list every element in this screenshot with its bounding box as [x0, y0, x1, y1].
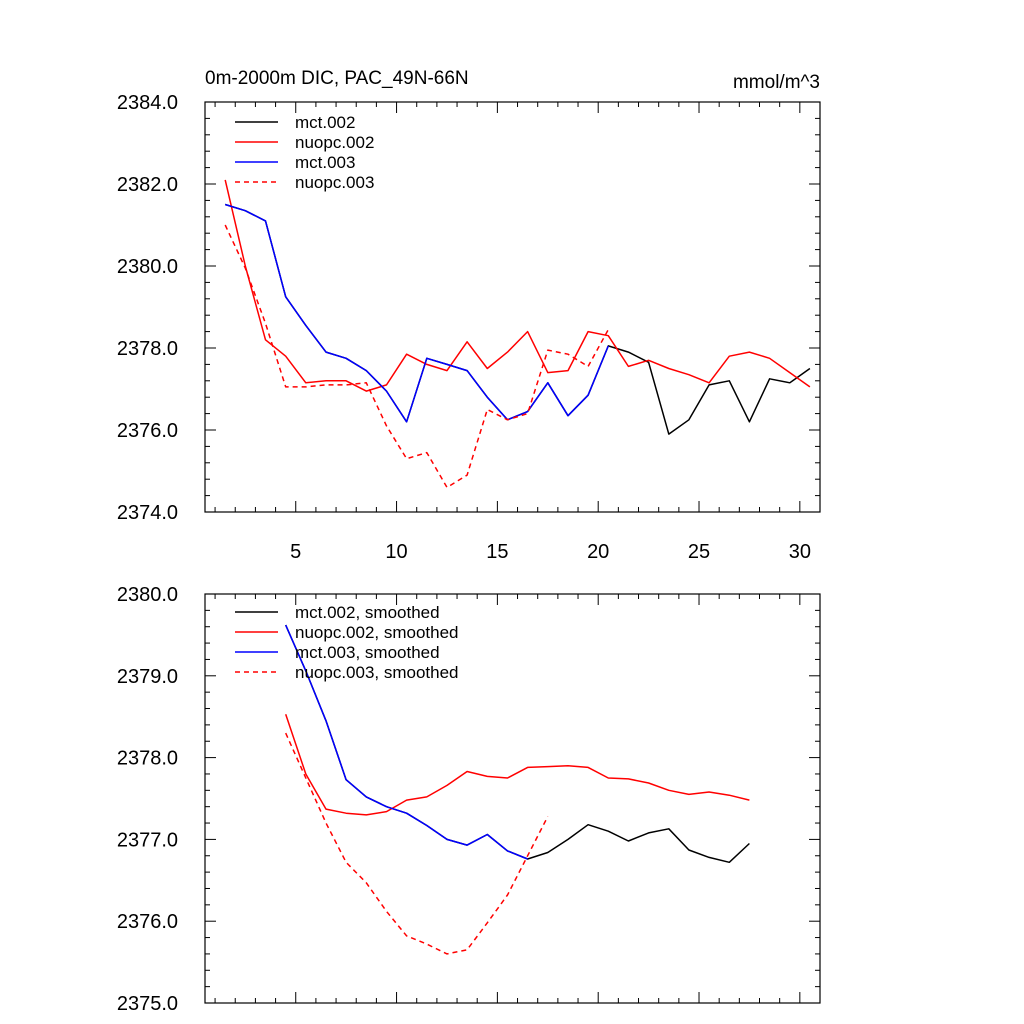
- series-line-mct-002: [224, 203, 811, 435]
- y-tick-label: 2380.0: [117, 584, 178, 606]
- bottom-panel: 2375.0 2376.0 2377.0 2378.0 2379.0 2380.0 mct.…: [117, 584, 821, 1015]
- legend-label: mct.003: [295, 153, 355, 172]
- series-line-nuopc-002: [224, 179, 811, 392]
- x-tick-label: 25: [688, 541, 710, 563]
- plot-frame: [204, 101, 821, 513]
- y-tick-label: 2384.0: [117, 92, 178, 114]
- series-line-nuopc-003-smoothed: [285, 732, 549, 955]
- legend-label: nuopc.002, smoothed: [295, 623, 459, 642]
- plot-frame: [204, 593, 821, 1004]
- units-label: mmol/m^3: [733, 72, 820, 93]
- x-tick-label: 30: [789, 541, 811, 563]
- y-tick-label: 2382.0: [117, 174, 178, 196]
- series-line-nuopc-002-smoothed: [284, 713, 750, 816]
- x-tick-label: 15: [486, 541, 508, 563]
- chart-title: 0m-2000m DIC, PAC_49N-66N: [205, 68, 469, 89]
- x-tick-label: 5: [290, 541, 301, 563]
- y-tick-label: 2375.0: [117, 993, 178, 1015]
- y-tick-label: 2376.0: [117, 911, 178, 933]
- series-line-nuopc-003: [224, 224, 609, 489]
- series-line-mct-003-smoothed: [285, 624, 528, 860]
- y-tick-label: 2378.0: [117, 748, 178, 770]
- x-tick-label: 20: [587, 541, 609, 563]
- legend-label: nuopc.003, smoothed: [295, 663, 459, 682]
- legend-label: nuopc.002: [295, 133, 374, 152]
- legend-label: mct.003, smoothed: [295, 643, 440, 662]
- y-tick-label: 2377.0: [117, 829, 178, 851]
- legend-label: mct.002, smoothed: [295, 603, 440, 622]
- y-tick-label: 2374.0: [117, 502, 178, 524]
- legend-label: mct.002: [295, 113, 355, 132]
- y-tick-label: 2376.0: [117, 420, 178, 442]
- y-tick-label: 2380.0: [117, 256, 178, 278]
- y-tick-label: 2379.0: [117, 666, 178, 688]
- top-panel: 2374.0 2376.0 2378.0 2380.0 2382.0 2384.0 5 10 1…: [117, 92, 821, 563]
- y-tick-label: 2378.0: [117, 338, 178, 360]
- x-tick-label: 10: [385, 541, 407, 563]
- legend-label: nuopc.003: [295, 173, 374, 192]
- series-line-mct-003: [224, 203, 609, 423]
